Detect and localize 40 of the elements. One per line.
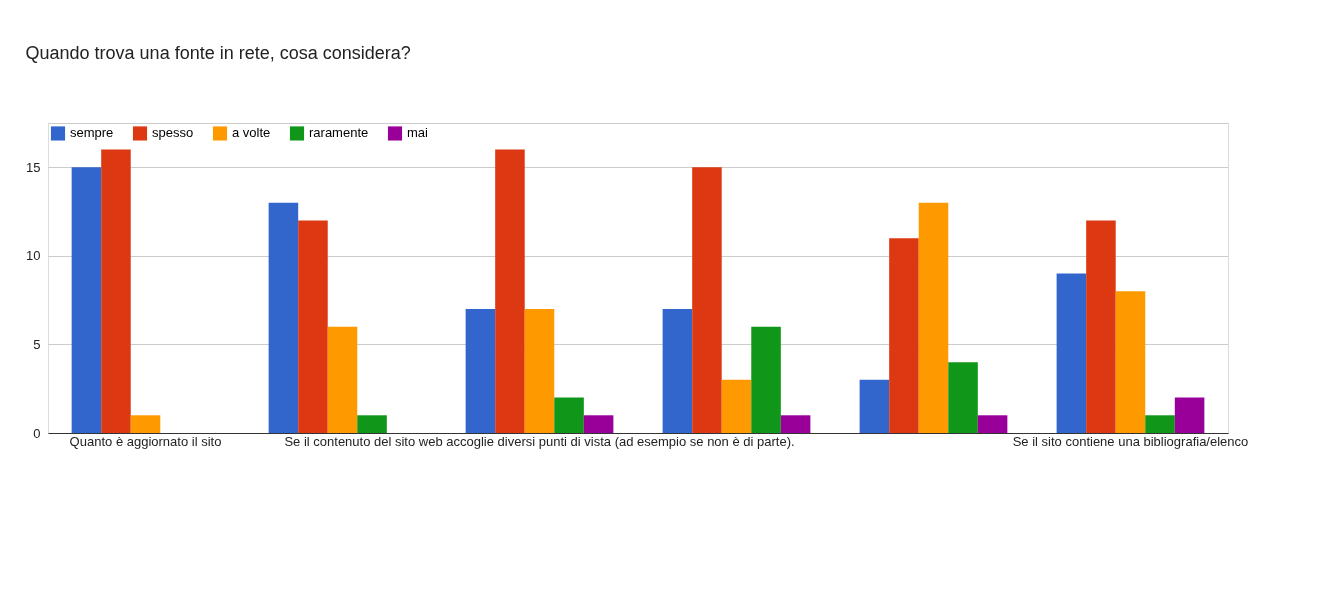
bar [495,149,525,433]
x-tick-label: Se il sito contiene una bibliografia/elenco [1012,433,1249,449]
legend-label: a volte [232,125,271,141]
bar [71,167,102,433]
bar [1086,220,1116,433]
bar [662,309,693,433]
bar [130,415,161,433]
bar [1174,397,1205,433]
bar [327,326,358,433]
bar [721,379,752,433]
y-tick-label: 15 [26,159,41,175]
bar [357,415,387,433]
bar [554,397,584,433]
bar [918,202,949,433]
bar [583,415,614,433]
chart-title: Quando trova una fonte in rete, cosa considera? [25,43,411,63]
legend-label: spesso [152,125,194,141]
x-tick-label: Quanto è aggiornato il sito [69,433,222,449]
y-tick-label: 0 [33,425,41,441]
bar [101,149,131,433]
x-tick-label: Se il contenuto del sito web accoglie diversi punti di vista (ad esempio se non è di parte). [284,433,795,449]
bar [1056,273,1087,433]
bar [948,362,978,433]
bar [298,220,328,433]
bar [692,167,722,433]
bar [524,309,555,433]
bar [1145,415,1175,433]
legend-label: raramente [309,125,369,141]
legend-label: mai [407,125,429,141]
bar [268,202,299,433]
y-tick-label: 10 [26,248,41,264]
bar [889,238,919,433]
bar [780,415,811,433]
bar [977,415,1008,433]
bar [465,309,496,433]
y-tick-label: 5 [33,336,41,352]
bar [1115,291,1146,433]
bar [751,326,781,433]
bar [859,379,890,433]
legend-label: sempre [70,125,114,141]
